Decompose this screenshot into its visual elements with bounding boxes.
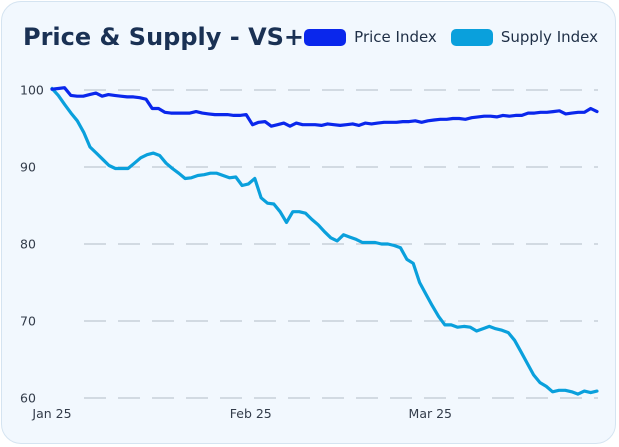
y-tick-label-90: 90 xyxy=(20,160,36,175)
x-tick-label-0: Jan 25 xyxy=(31,406,71,421)
chart-title: Price & Supply - VS+ xyxy=(23,23,305,51)
legend-swatch-supply-index xyxy=(450,28,493,46)
x-tick-label-1: Feb 25 xyxy=(230,406,272,421)
y-tick-label-60: 60 xyxy=(20,391,36,406)
legend-label-price-index: Price Index xyxy=(354,28,437,46)
x-tick-label-2: Mar 25 xyxy=(409,406,452,421)
y-tick-label-100: 100 xyxy=(20,83,44,98)
legend-label-supply-index: Supply Index xyxy=(500,28,598,46)
chart-legend: Price Index Supply Index xyxy=(290,28,598,46)
legend-swatch-price-index xyxy=(304,28,347,46)
legend-item-supply-index[interactable]: Supply Index xyxy=(450,28,598,46)
y-tick-label-80: 80 xyxy=(20,237,36,252)
series-line-supply-index xyxy=(50,86,599,396)
legend-item-price-index[interactable]: Price Index xyxy=(304,28,437,46)
series-line-price-index xyxy=(50,86,599,128)
y-tick-label-70: 70 xyxy=(20,314,36,329)
